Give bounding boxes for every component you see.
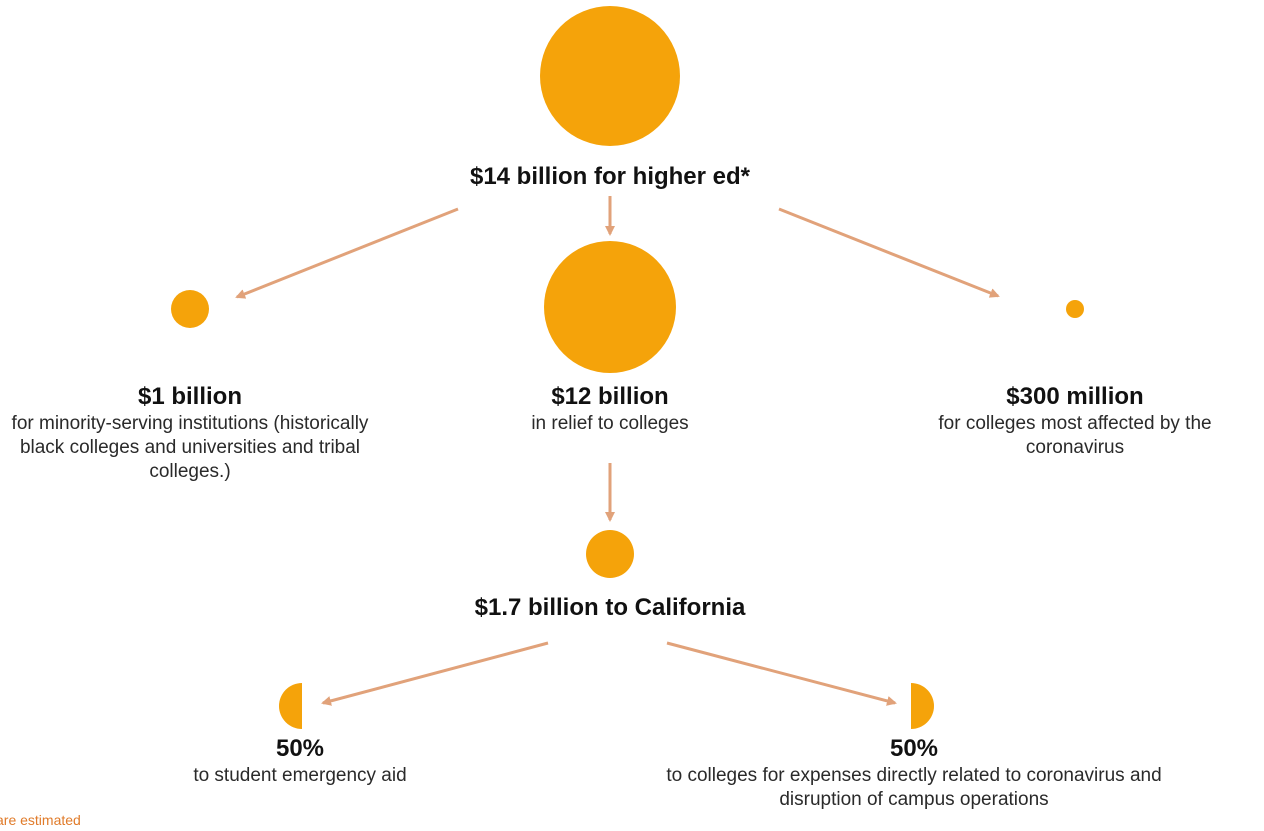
- campus-expenses-split: 50% to colleges for expenses directly re…: [624, 734, 1204, 812]
- campus-expenses-description: to colleges for expenses directly relate…: [666, 765, 1162, 810]
- higher-ed-total-circle: [540, 6, 680, 146]
- arrow-to-campus-expenses: [666, 641, 897, 706]
- emergency-aid-percent: 50%: [275, 735, 325, 762]
- higher-ed-total-label: $14 billion for higher ed*: [469, 163, 751, 190]
- minority-serving-amount: $1 billion: [137, 383, 242, 410]
- most-affected-amount: $300 million: [1006, 383, 1144, 410]
- arrow-to-minority-serving: [235, 207, 459, 299]
- california-label: $1.7 billion to California: [474, 594, 746, 621]
- footnote: are estimated: [0, 812, 81, 828]
- relief-to-colleges-amount: $12 billion: [551, 383, 669, 410]
- minority-serving-circle: [171, 290, 209, 328]
- most-affected-circle: [1066, 300, 1084, 318]
- minority-serving-branch: $1 billion for minority-serving institut…: [0, 382, 380, 484]
- emergency-aid-description: to student emergency aid: [193, 765, 407, 786]
- relief-to-colleges-description: in relief to colleges: [531, 413, 689, 434]
- arrow-to-most-affected: [778, 207, 1000, 298]
- campus-expenses-half-circle: [911, 683, 934, 729]
- relief-to-colleges-circle: [544, 241, 676, 373]
- minority-serving-description: for minority-serving institutions (histo…: [11, 413, 369, 482]
- most-affected-description: for colleges most affected by the corona…: [938, 413, 1212, 458]
- emergency-aid-half-circle: [279, 683, 302, 729]
- arrow-to-emergency-aid: [321, 641, 549, 706]
- california-circle: [586, 530, 634, 578]
- campus-expenses-percent: 50%: [889, 735, 939, 762]
- most-affected-branch: $300 million for colleges most affected …: [886, 382, 1264, 460]
- relief-to-colleges-branch: $12 billion in relief to colleges: [460, 382, 760, 436]
- emergency-aid-split: 50% to student emergency aid: [140, 734, 460, 788]
